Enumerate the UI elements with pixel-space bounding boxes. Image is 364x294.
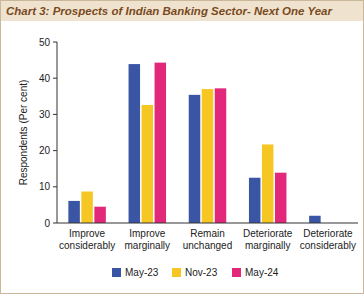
- y-axis-label: Respondents (Per cent): [18, 80, 29, 186]
- y-tick: [53, 42, 57, 43]
- x-axis: [57, 223, 358, 224]
- y-tick: [53, 78, 57, 79]
- x-tick-label-line: marginally: [125, 240, 171, 251]
- title: Chart 3: Prospects of Indian Banking Sec…: [6, 5, 332, 17]
- y-tick: [53, 114, 57, 115]
- y-tick-label: 40: [39, 73, 51, 84]
- bar: [189, 95, 201, 223]
- y-tick: [53, 186, 57, 187]
- x-tick-label-line: Remain: [190, 228, 224, 239]
- y-tick-label: 30: [39, 109, 51, 120]
- x-tick-label: Improvemarginally: [125, 228, 171, 251]
- bar: [94, 207, 106, 223]
- bar: [155, 63, 167, 223]
- bar: [68, 201, 80, 223]
- x-tick-label-line: considerably: [59, 240, 115, 251]
- x-tick-label-line: Improve: [69, 228, 106, 239]
- y-tick: [53, 150, 57, 151]
- x-tick-label: Remainunchanged: [183, 228, 233, 251]
- legend-swatch: [232, 268, 241, 277]
- bar: [275, 173, 287, 223]
- legend-label: Nov-23: [185, 267, 218, 278]
- title-bar: [1, 1, 363, 21]
- bar: [129, 64, 141, 223]
- y-axis: [57, 42, 58, 223]
- x-tick-label: Improveconsiderably: [59, 228, 115, 251]
- bar: [202, 89, 214, 223]
- frame: [1, 1, 364, 294]
- x-tick-label-line: Improve: [129, 228, 166, 239]
- x-tick-label-line: marginally: [245, 240, 291, 251]
- x-tick-label-line: considerably: [300, 240, 356, 251]
- x-tick-label: Deteriorateconsiderably: [300, 228, 356, 251]
- legend-label: May-23: [125, 267, 159, 278]
- y-tick: [53, 223, 57, 224]
- x-tick-label-line: Deteriorate: [303, 228, 353, 239]
- y-tick-label: 10: [39, 181, 51, 192]
- bar: [249, 178, 261, 223]
- y-tick-label: 0: [44, 218, 50, 229]
- bar: [215, 88, 227, 223]
- bar: [81, 192, 93, 223]
- legend-swatch: [112, 268, 121, 277]
- legend-label: May-24: [245, 267, 279, 278]
- x-tick-label-line: Deteriorate: [243, 228, 293, 239]
- bar: [309, 216, 321, 223]
- bars: [68, 63, 320, 223]
- y-tick-label: 50: [39, 37, 51, 48]
- x-tick-label: Deterioratemarginally: [243, 228, 293, 251]
- x-tick-label-line: unchanged: [183, 240, 233, 251]
- legend-swatch: [172, 268, 181, 277]
- bar: [142, 105, 154, 223]
- chart: Chart 3: Prospects of Indian Banking Sec…: [0, 0, 364, 294]
- bar: [262, 144, 274, 223]
- y-tick-label: 20: [39, 145, 51, 156]
